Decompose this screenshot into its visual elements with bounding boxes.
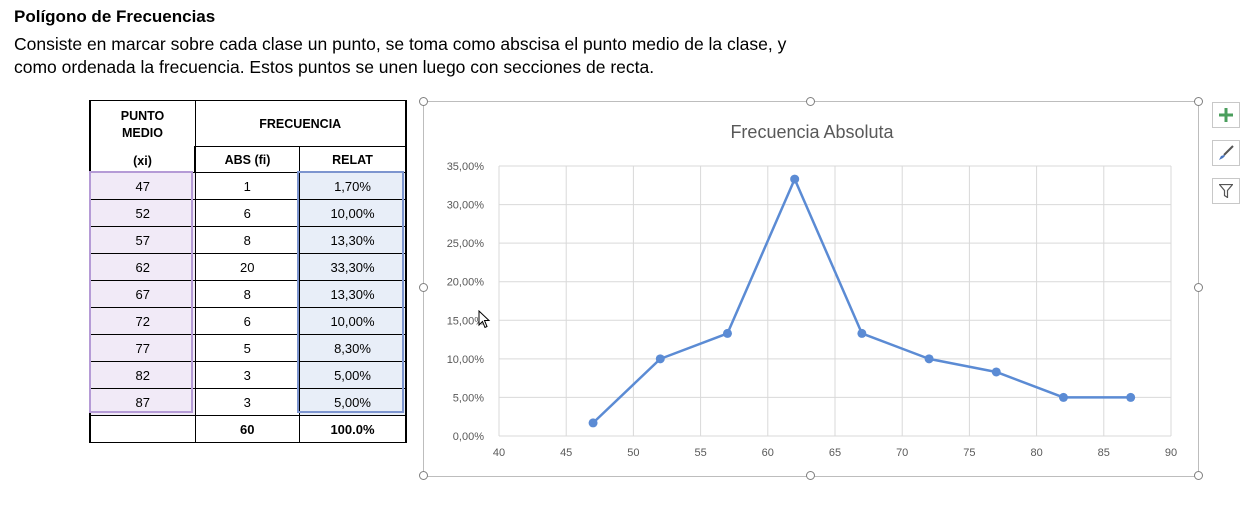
cell-xi[interactable]: 72	[89, 307, 196, 335]
section-description: Consiste en marcar sobre cada clase un p…	[14, 33, 964, 79]
y-tick-label: 15,00%	[447, 315, 485, 327]
resize-handle-top-left[interactable]	[419, 97, 428, 106]
header-relat[interactable]: RELAT	[299, 146, 407, 173]
cell-xi[interactable]: 67	[89, 280, 196, 308]
data-point[interactable]	[655, 354, 665, 364]
brush-icon	[1219, 145, 1234, 160]
data-point[interactable]	[1058, 392, 1068, 402]
x-tick-label: 45	[560, 447, 572, 459]
cell-fi[interactable]: 6	[194, 307, 300, 335]
data-point[interactable]	[924, 354, 934, 364]
cell-relat[interactable]: 8,30%	[299, 334, 407, 362]
cell-fi[interactable]: 3	[194, 361, 300, 389]
cell-relat[interactable]: 1,70%	[299, 172, 407, 200]
frequency-polygon-chart[interactable]: Frecuencia Absoluta 0,00% 5,00% 10,00% 15,0…	[424, 102, 1198, 476]
total-relat-cell[interactable]: 100.0%	[299, 415, 407, 443]
header-punto-medio[interactable]: PUNTO MEDIO (xi)	[89, 100, 196, 173]
x-tick-label: 85	[1098, 447, 1110, 459]
x-tick-label: 40	[493, 447, 505, 459]
cell-fi[interactable]: 5	[194, 334, 300, 362]
cell-xi[interactable]: 62	[89, 253, 196, 281]
resize-handle-bottom[interactable]	[806, 471, 815, 480]
x-tick-label: 90	[1165, 447, 1177, 459]
header-frecuencia[interactable]: FRECUENCIA	[194, 100, 407, 147]
resize-handle-right[interactable]	[1194, 283, 1203, 292]
cell-relat[interactable]: 10,00%	[299, 307, 407, 335]
x-tick-label: 75	[963, 447, 975, 459]
table-row: 47 1 1,70%	[89, 172, 407, 200]
cell-xi[interactable]: 87	[89, 388, 196, 416]
table-row: 82 3 5,00%	[89, 361, 407, 389]
x-tick-label: 55	[694, 447, 706, 459]
cell-relat[interactable]: 10,00%	[299, 199, 407, 227]
series-line[interactable]	[592, 177, 1131, 424]
header-punto-line1: PUNTO	[120, 108, 165, 123]
mouse-cursor-icon	[478, 310, 491, 329]
table-row: 62 20 33,30%	[89, 253, 407, 281]
resize-handle-top[interactable]	[806, 97, 815, 106]
data-point[interactable]	[1126, 392, 1136, 402]
header-xi: (xi)	[133, 153, 152, 168]
chart-styles-button[interactable]	[1212, 140, 1240, 166]
cell-xi[interactable]: 52	[89, 199, 196, 227]
data-point[interactable]	[722, 328, 732, 338]
cell-relat[interactable]: 5,00%	[299, 388, 407, 416]
cell-fi[interactable]: 8	[194, 226, 300, 254]
y-tick-label: 35,00%	[447, 161, 485, 173]
table-row: 52 6 10,00%	[89, 199, 407, 227]
cell-xi[interactable]: 57	[89, 226, 196, 254]
data-point[interactable]	[588, 418, 598, 428]
y-tick-label: 20,00%	[447, 277, 485, 289]
table-row: 67 8 13,30%	[89, 280, 407, 308]
cell-relat[interactable]: 33,30%	[299, 253, 407, 281]
filter-icon	[1219, 184, 1233, 198]
data-point[interactable]	[991, 367, 1001, 377]
y-tick-label: 10,00%	[447, 354, 485, 366]
y-tick-label: 30,00%	[447, 200, 485, 212]
data-point[interactable]	[857, 328, 867, 338]
cell-relat[interactable]: 5,00%	[299, 361, 407, 389]
y-tick-label: 0,00%	[453, 431, 484, 443]
description-line-2: como ordenada la frecuencia. Estos punto…	[14, 57, 655, 77]
plus-icon	[1219, 108, 1233, 122]
cell-fi[interactable]: 6	[194, 199, 300, 227]
cell-xi[interactable]: 47	[89, 172, 196, 200]
cell-relat[interactable]: 13,30%	[299, 280, 407, 308]
header-punto-line2: MEDIO	[122, 125, 163, 140]
total-fi-cell[interactable]: 60	[194, 415, 300, 443]
cell-fi[interactable]: 1	[194, 172, 300, 200]
y-tick-label: 5,00%	[453, 392, 484, 404]
resize-handle-left[interactable]	[419, 283, 428, 292]
x-tick-label: 50	[627, 447, 639, 459]
chart-area[interactable]: Frecuencia Absoluta 0,00% 5,00% 10,00% 15,0…	[423, 101, 1199, 477]
cell-relat[interactable]: 13,30%	[299, 226, 407, 254]
x-tick-label: 80	[1030, 447, 1042, 459]
resize-handle-top-right[interactable]	[1194, 97, 1203, 106]
cell-xi[interactable]: 77	[89, 334, 196, 362]
cell-fi[interactable]: 20	[194, 253, 300, 281]
table-row: 57 8 13,30%	[89, 226, 407, 254]
description-line-1: Consiste en marcar sobre cada clase un p…	[14, 34, 787, 54]
x-tick-label: 60	[762, 447, 774, 459]
cell-xi[interactable]: 82	[89, 361, 196, 389]
table-row: 77 5 8,30%	[89, 334, 407, 362]
y-tick-label: 25,00%	[447, 238, 485, 250]
data-point[interactable]	[790, 174, 800, 184]
total-label-cell[interactable]	[89, 415, 196, 443]
x-tick-label: 65	[829, 447, 841, 459]
frequency-table: PUNTO MEDIO (xi) FRECUENCIA ABS (fi) REL…	[89, 100, 407, 443]
cell-fi[interactable]: 8	[194, 280, 300, 308]
section-heading: Polígono de Frecuencias	[14, 7, 216, 26]
chart-elements-button[interactable]	[1212, 102, 1240, 128]
cell-fi[interactable]: 3	[194, 388, 300, 416]
chart-filters-button[interactable]	[1212, 178, 1240, 204]
chart-title[interactable]: Frecuencia Absoluta	[730, 122, 894, 142]
table-row: 87 3 5,00%	[89, 388, 407, 416]
resize-handle-bottom-right[interactable]	[1194, 471, 1203, 480]
x-tick-label: 70	[896, 447, 908, 459]
resize-handle-bottom-left[interactable]	[419, 471, 428, 480]
header-abs[interactable]: ABS (fi)	[194, 146, 300, 173]
table-row: 72 6 10,00%	[89, 307, 407, 335]
